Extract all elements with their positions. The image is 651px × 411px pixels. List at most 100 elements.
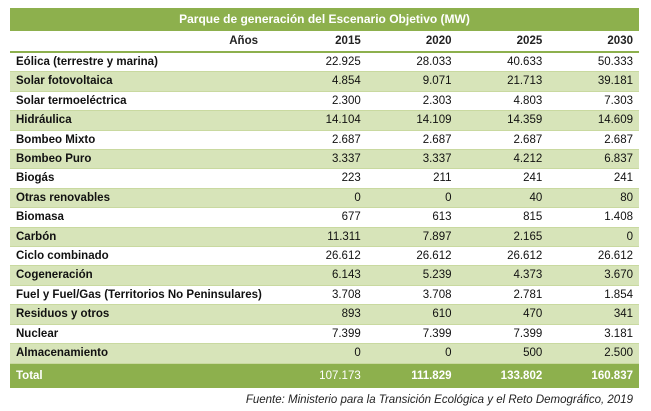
cell-value: 14.104 bbox=[276, 110, 367, 131]
cell-value: 2.687 bbox=[366, 130, 458, 151]
cell-value: 2.303 bbox=[366, 91, 458, 112]
row-label: Fuel y Fuel/Gas (Territorios No Peninsul… bbox=[10, 285, 276, 306]
cell-value: 6.143 bbox=[276, 265, 367, 286]
row-label: Nuclear bbox=[10, 324, 276, 345]
table-title-row: Parque de generación del Escenario Objet… bbox=[10, 8, 639, 32]
table-row: Almacenamiento 0 0 500 2.500 bbox=[10, 343, 639, 364]
cell-value: 7.399 bbox=[276, 324, 367, 345]
table-container: Parque de generación del Escenario Objet… bbox=[10, 8, 639, 406]
row-label: Cogeneración bbox=[10, 265, 276, 286]
cell-value: 11.311 bbox=[276, 227, 367, 248]
cell-value: 26.612 bbox=[457, 246, 549, 267]
cell-value: 3.337 bbox=[276, 149, 367, 170]
row-label: Bombeo Puro bbox=[10, 149, 276, 170]
cell-value: 341 bbox=[548, 304, 639, 325]
cell-value: 4.803 bbox=[457, 91, 549, 112]
row-label: Solar fotovoltaica bbox=[10, 71, 276, 92]
cell-value: 1.408 bbox=[548, 207, 639, 228]
cell-value: 22.925 bbox=[276, 52, 367, 73]
cell-value: 815 bbox=[457, 207, 549, 228]
table-body: Eólica (terrestre y marina) 22.925 28.033 4… bbox=[10, 52, 639, 364]
cell-value: 14.109 bbox=[366, 110, 458, 131]
cell-value: 1.854 bbox=[548, 285, 639, 306]
cell-value: 4.373 bbox=[457, 265, 549, 286]
year-header: 2020 bbox=[366, 31, 458, 53]
cell-value: 2.781 bbox=[457, 285, 549, 306]
table-row: Bombeo Mixto 2.687 2.687 2.687 2.687 bbox=[10, 130, 639, 151]
cell-value: 7.399 bbox=[366, 324, 458, 345]
cell-value: 14.609 bbox=[548, 110, 639, 131]
cell-value: 50.333 bbox=[548, 52, 639, 73]
cell-value: 2.687 bbox=[276, 130, 367, 151]
cell-value: 500 bbox=[457, 343, 549, 364]
cell-value: 4.212 bbox=[457, 149, 549, 170]
row-label: Ciclo combinado bbox=[10, 246, 276, 267]
total-value: 107.173 bbox=[276, 363, 367, 388]
source-note: Fuente: Ministerio para la Transición Ec… bbox=[245, 393, 633, 406]
table-row: Otras renovables 0 0 40 80 bbox=[10, 188, 639, 209]
table-row: Biomasa 677 613 815 1.408 bbox=[10, 207, 639, 228]
cell-value: 0 bbox=[366, 188, 458, 209]
cell-value: 9.071 bbox=[366, 71, 458, 92]
row-label: Residuos y otros bbox=[10, 304, 276, 325]
table-row: Fuel y Fuel/Gas (Territorios No Peninsul… bbox=[10, 285, 639, 306]
cell-value: 0 bbox=[548, 227, 639, 248]
cell-value: 26.612 bbox=[548, 246, 639, 267]
total-value: 111.829 bbox=[366, 363, 458, 388]
cell-value: 14.359 bbox=[457, 110, 549, 131]
table-row: Cogeneración 6.143 5.239 4.373 3.670 bbox=[10, 265, 639, 286]
cell-value: 21.713 bbox=[457, 71, 549, 92]
cell-value: 2.500 bbox=[548, 343, 639, 364]
cell-value: 613 bbox=[366, 207, 458, 228]
total-value: 160.837 bbox=[548, 363, 639, 388]
row-label: Eólica (terrestre y marina) bbox=[10, 52, 276, 73]
total-value: 133.802 bbox=[457, 363, 549, 388]
cell-value: 39.181 bbox=[548, 71, 639, 92]
cell-value: 7.399 bbox=[457, 324, 549, 345]
cell-value: 470 bbox=[457, 304, 549, 325]
table-row: Biogás 223 211 241 241 bbox=[10, 168, 639, 189]
cell-value: 4.854 bbox=[276, 71, 367, 92]
cell-value: 3.181 bbox=[548, 324, 639, 345]
row-label: Biogás bbox=[10, 168, 276, 189]
table-row: Eólica (terrestre y marina) 22.925 28.033 4… bbox=[10, 52, 639, 73]
table-title: Parque de generación del Escenario Objet… bbox=[10, 8, 639, 32]
year-header: 2025 bbox=[457, 31, 549, 53]
cell-value: 3.708 bbox=[366, 285, 458, 306]
cell-value: 40 bbox=[457, 188, 549, 209]
cell-value: 2.165 bbox=[457, 227, 549, 248]
table-row: Solar fotovoltaica 4.854 9.071 21.713 39.181 bbox=[10, 71, 639, 92]
cell-value: 7.897 bbox=[366, 227, 458, 248]
cell-value: 241 bbox=[548, 168, 639, 189]
cell-value: 26.612 bbox=[366, 246, 458, 267]
cell-value: 0 bbox=[366, 343, 458, 364]
row-label: Hidráulica bbox=[10, 110, 276, 131]
cell-value: 80 bbox=[548, 188, 639, 209]
cell-value: 2.687 bbox=[548, 130, 639, 151]
cell-value: 0 bbox=[276, 188, 367, 209]
cell-value: 0 bbox=[276, 343, 367, 364]
table-header-row: Años 2015 2020 2025 2030 bbox=[10, 31, 639, 53]
cell-value: 677 bbox=[276, 207, 367, 228]
cell-value: 610 bbox=[366, 304, 458, 325]
cell-value: 28.033 bbox=[366, 52, 458, 73]
total-row: Total 107.173 111.829 133.802 160.837 bbox=[10, 363, 639, 388]
generation-table: Parque de generación del Escenario Objet… bbox=[10, 8, 639, 388]
cell-value: 893 bbox=[276, 304, 367, 325]
cell-value: 3.670 bbox=[548, 265, 639, 286]
total-label: Total bbox=[10, 363, 276, 388]
table-row: Hidráulica 14.104 14.109 14.359 14.609 bbox=[10, 110, 639, 131]
row-label: Carbón bbox=[10, 227, 276, 248]
year-header: 2030 bbox=[548, 31, 639, 53]
cell-value: 7.303 bbox=[548, 91, 639, 112]
cell-value: 6.837 bbox=[548, 149, 639, 170]
row-label: Almacenamiento bbox=[10, 343, 276, 364]
cell-value: 211 bbox=[366, 168, 458, 189]
row-label: Bombeo Mixto bbox=[10, 130, 276, 151]
table-row: Bombeo Puro 3.337 3.337 4.212 6.837 bbox=[10, 149, 639, 170]
cell-value: 5.239 bbox=[366, 265, 458, 286]
row-label: Solar termoeléctrica bbox=[10, 91, 276, 112]
cell-value: 2.300 bbox=[276, 91, 367, 112]
cell-value: 2.687 bbox=[457, 130, 549, 151]
table-row: Nuclear 7.399 7.399 7.399 3.181 bbox=[10, 324, 639, 345]
